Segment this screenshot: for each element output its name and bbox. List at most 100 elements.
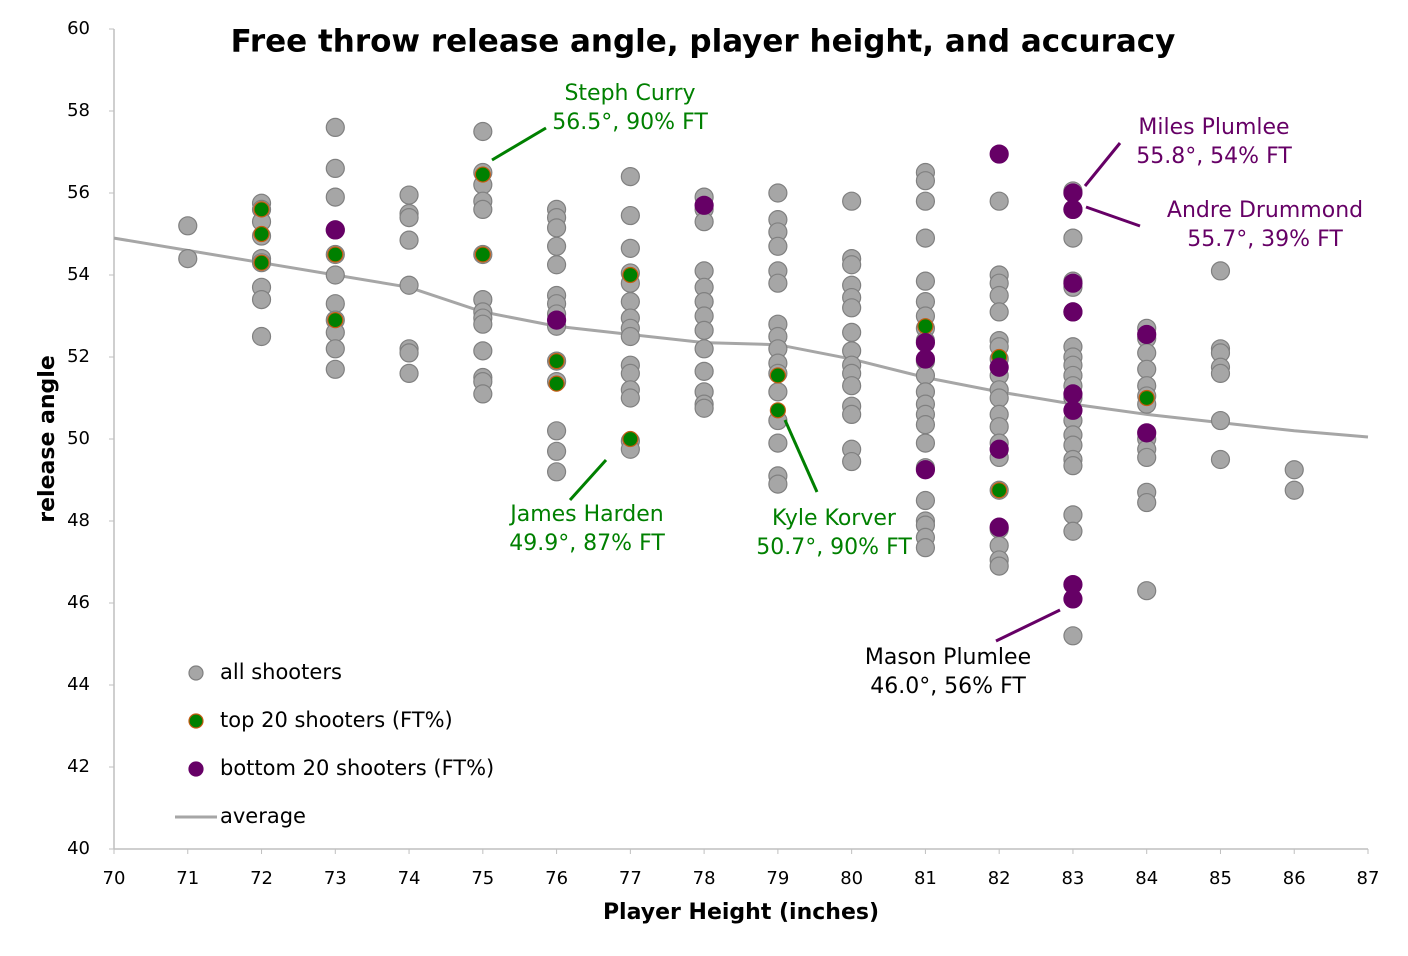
point <box>1063 384 1083 404</box>
y-tick-label: 48 <box>67 510 90 531</box>
annotation: 55.8°, 54% FT <box>1136 144 1292 169</box>
point <box>620 326 640 347</box>
x-tick-label: 77 <box>619 868 642 889</box>
point <box>1137 359 1157 379</box>
point <box>620 205 640 226</box>
average-line <box>113 236 1369 439</box>
point <box>473 199 493 219</box>
point <box>622 266 639 284</box>
y-tick-label: 60 <box>67 18 90 39</box>
point <box>1063 302 1083 322</box>
x-axis-title: Player Height (inches) <box>603 900 879 925</box>
point <box>251 326 272 347</box>
point <box>253 201 270 218</box>
point <box>1210 410 1231 431</box>
annotation: 55.7°, 39% FT <box>1187 227 1343 252</box>
point <box>1284 460 1304 480</box>
annotation: Kyle Korver <box>772 506 897 531</box>
y-tick-label: 40 <box>67 838 90 859</box>
point <box>769 367 786 384</box>
point <box>474 246 491 263</box>
point <box>325 220 345 240</box>
point <box>325 265 345 285</box>
legend-label: top 20 shooters (FT%) <box>220 708 453 732</box>
x-tick-label: 79 <box>766 868 789 889</box>
point <box>694 261 714 281</box>
annotation: James Harden <box>508 502 664 527</box>
point <box>620 167 640 187</box>
point <box>399 208 419 228</box>
point <box>768 273 788 293</box>
x-tick-label: 86 <box>1283 868 1306 889</box>
point <box>991 482 1008 499</box>
point <box>694 339 714 359</box>
x-tick-label: 82 <box>988 868 1011 889</box>
annotation: Miles Plumlee <box>1138 115 1289 140</box>
point <box>842 376 862 396</box>
point <box>251 290 272 310</box>
annotation-leader <box>783 419 819 493</box>
x-tick-label: 76 <box>545 868 568 889</box>
point <box>546 462 567 482</box>
point <box>253 254 270 271</box>
annotation: Steph Curry <box>564 81 695 106</box>
point <box>473 314 493 334</box>
point <box>548 353 565 370</box>
annotation-leader <box>995 608 1061 643</box>
point <box>620 238 640 258</box>
point <box>622 430 639 448</box>
point <box>1137 343 1157 363</box>
point <box>1063 400 1083 420</box>
point <box>1063 456 1083 476</box>
point <box>473 384 493 404</box>
point <box>1138 389 1155 407</box>
point <box>989 517 1009 537</box>
x-tick-label: 74 <box>398 868 421 889</box>
point <box>1210 363 1231 383</box>
x-tick-label: 73 <box>324 868 347 889</box>
x-tick-label: 84 <box>1135 868 1158 889</box>
point <box>915 171 936 191</box>
point <box>769 402 786 419</box>
x-tick-label: 85 <box>1209 868 1232 889</box>
point <box>1284 480 1304 500</box>
x-tick-label: 72 <box>250 868 273 889</box>
point <box>474 166 491 183</box>
point <box>546 255 567 275</box>
point <box>399 185 419 205</box>
point <box>1063 273 1083 293</box>
point <box>620 388 640 408</box>
y-tick-label: 42 <box>67 756 90 777</box>
point <box>842 322 862 342</box>
point <box>989 439 1009 459</box>
point <box>546 310 567 330</box>
point <box>546 218 567 238</box>
y-tick-label: 58 <box>67 100 90 121</box>
point <box>399 275 419 295</box>
point <box>1137 447 1157 468</box>
point <box>917 318 934 335</box>
annotation-leader <box>1083 142 1122 187</box>
y-tick-label: 50 <box>67 428 90 449</box>
point <box>620 292 640 312</box>
y-tick-label: 46 <box>67 592 90 613</box>
legend-marker <box>188 761 204 777</box>
x-tick-label: 75 <box>471 868 494 889</box>
point <box>1063 199 1083 219</box>
y-tick-label: 54 <box>67 264 90 285</box>
annotation-leader <box>568 458 608 502</box>
point <box>842 451 862 472</box>
x-tick-label: 81 <box>914 868 937 889</box>
point <box>694 195 714 215</box>
point <box>178 216 198 236</box>
point <box>325 158 345 178</box>
annotation: 50.7°, 90% FT <box>756 535 912 560</box>
annotation-leader <box>491 126 547 162</box>
point <box>1210 261 1231 281</box>
point <box>989 191 1009 211</box>
point <box>915 333 936 353</box>
point <box>694 320 714 340</box>
y-tick-label: 44 <box>67 674 90 695</box>
point <box>399 230 419 250</box>
